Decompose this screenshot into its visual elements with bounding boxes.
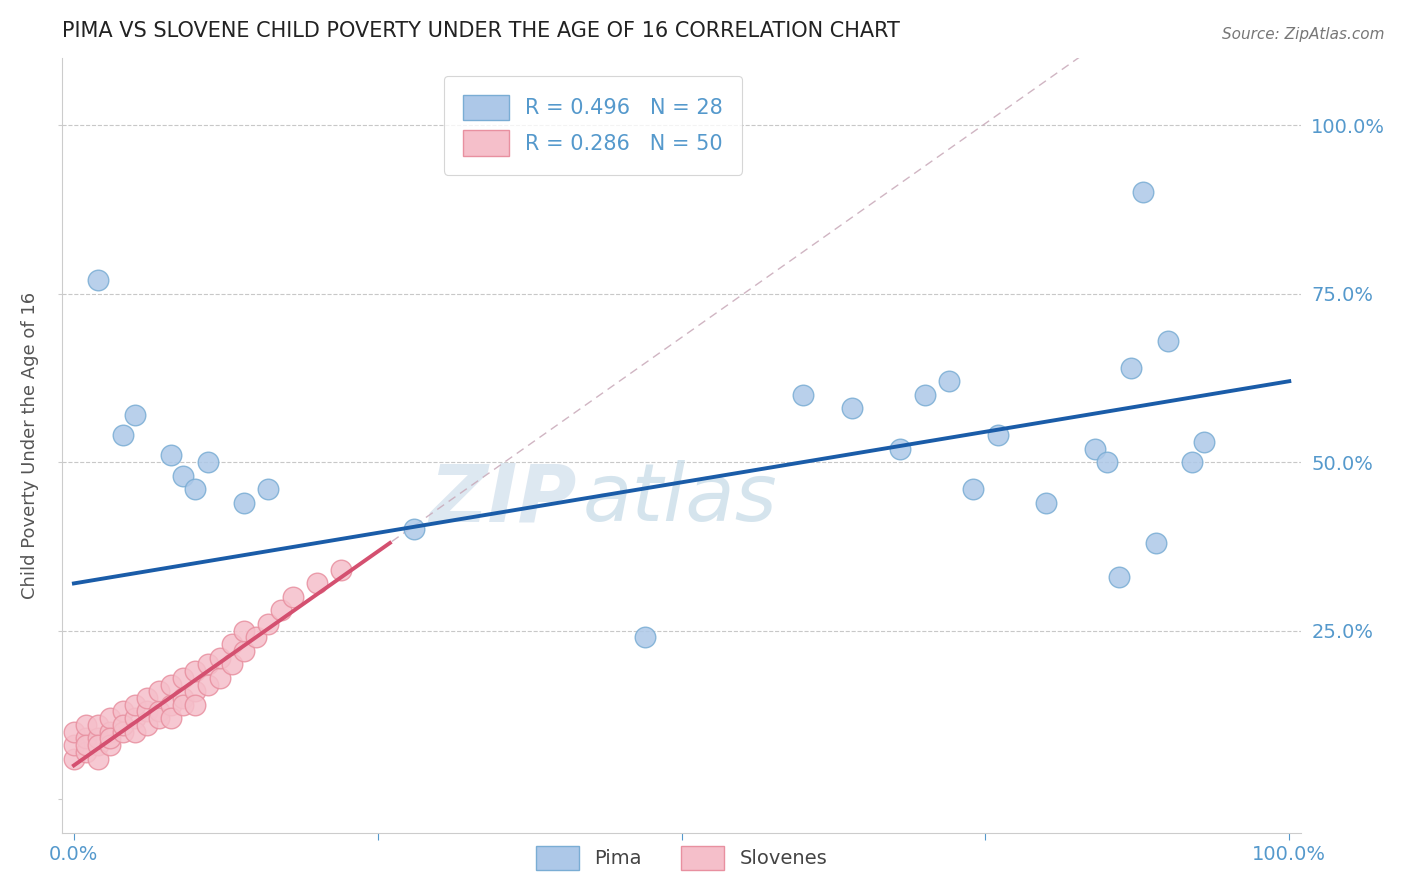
Point — [160, 711, 183, 725]
Point — [962, 482, 984, 496]
Point — [63, 724, 86, 739]
Point — [160, 677, 183, 691]
Point — [111, 718, 134, 732]
Point — [75, 718, 97, 732]
Point — [75, 745, 97, 759]
Point — [75, 731, 97, 746]
Point — [221, 657, 243, 672]
Point — [257, 616, 280, 631]
Point — [148, 684, 170, 698]
Point — [1181, 455, 1204, 469]
Point — [281, 590, 304, 604]
Point — [197, 455, 219, 469]
Point — [1084, 442, 1107, 456]
Point — [124, 724, 146, 739]
Point — [1035, 495, 1057, 509]
Point — [98, 731, 121, 746]
Point — [98, 724, 121, 739]
Point — [184, 482, 207, 496]
Point — [148, 705, 170, 719]
Text: Source: ZipAtlas.com: Source: ZipAtlas.com — [1222, 27, 1385, 42]
Point — [184, 664, 207, 678]
Point — [124, 711, 146, 725]
Point — [938, 374, 960, 388]
Point — [197, 677, 219, 691]
Point — [172, 671, 194, 685]
Point — [148, 711, 170, 725]
Point — [792, 387, 814, 401]
Point — [87, 718, 110, 732]
Point — [1132, 186, 1154, 200]
Point — [1121, 360, 1143, 375]
Point — [233, 495, 256, 509]
Point — [245, 631, 267, 645]
Point — [98, 738, 121, 752]
Point — [987, 428, 1010, 442]
Text: PIMA VS SLOVENE CHILD POVERTY UNDER THE AGE OF 16 CORRELATION CHART: PIMA VS SLOVENE CHILD POVERTY UNDER THE … — [62, 21, 900, 41]
Text: atlas: atlas — [582, 460, 778, 539]
Text: ZIP: ZIP — [429, 460, 576, 539]
Point — [124, 408, 146, 422]
Point — [63, 738, 86, 752]
Point — [87, 738, 110, 752]
Point — [87, 731, 110, 746]
Point — [111, 428, 134, 442]
Point — [1144, 536, 1167, 550]
Point — [197, 657, 219, 672]
Point — [270, 603, 292, 617]
Point — [257, 482, 280, 496]
Point — [889, 442, 911, 456]
Point — [135, 705, 157, 719]
Point — [124, 698, 146, 712]
Point — [184, 684, 207, 698]
Point — [330, 563, 353, 577]
Point — [1157, 334, 1180, 348]
Point — [1108, 569, 1130, 583]
Point — [184, 698, 207, 712]
Point — [634, 631, 657, 645]
Point — [1095, 455, 1118, 469]
Point — [404, 523, 426, 537]
Point — [160, 698, 183, 712]
Point — [111, 705, 134, 719]
Point — [841, 401, 863, 416]
Point — [208, 671, 231, 685]
Point — [75, 738, 97, 752]
Point — [233, 644, 256, 658]
Point — [172, 698, 194, 712]
Y-axis label: Child Poverty Under the Age of 16: Child Poverty Under the Age of 16 — [21, 292, 39, 599]
Point — [208, 650, 231, 665]
Point — [135, 718, 157, 732]
Point — [98, 711, 121, 725]
Point — [63, 752, 86, 766]
Point — [1192, 434, 1215, 449]
Point — [135, 691, 157, 706]
Point — [111, 724, 134, 739]
Point — [305, 576, 328, 591]
Point — [87, 752, 110, 766]
Point — [172, 468, 194, 483]
Point — [221, 637, 243, 651]
Point — [914, 387, 936, 401]
Legend: Pima, Slovenes: Pima, Slovenes — [529, 838, 835, 878]
Point — [233, 624, 256, 638]
Point — [172, 691, 194, 706]
Point — [87, 273, 110, 287]
Point — [160, 448, 183, 462]
